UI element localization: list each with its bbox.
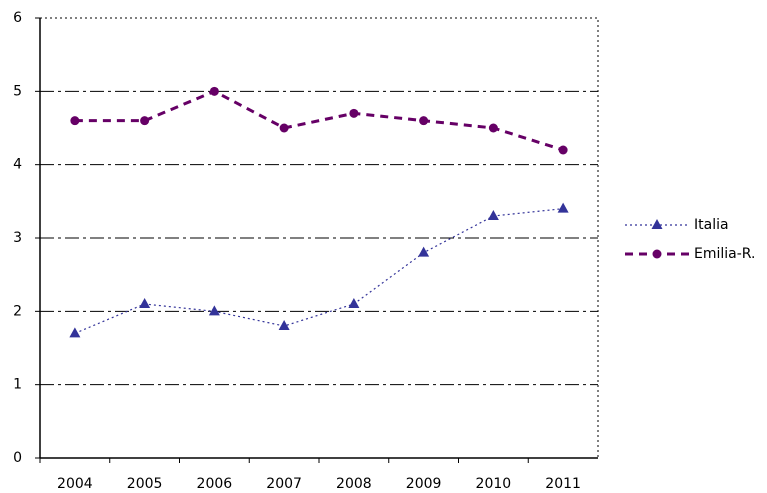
series-line	[74, 208, 564, 334]
data-point	[140, 116, 150, 126]
y-tick-label: 0	[13, 450, 22, 466]
legend-marker	[652, 249, 662, 259]
legend-marker	[651, 219, 663, 229]
data-point	[209, 86, 219, 96]
legend-label: Italia	[694, 217, 729, 233]
data-point	[348, 298, 360, 308]
data-point	[349, 108, 359, 118]
x-tick-label: 2009	[406, 476, 442, 492]
data-point	[279, 123, 289, 133]
data-point	[557, 202, 569, 213]
data-point	[558, 145, 568, 155]
data-point	[139, 298, 151, 308]
data-point	[487, 210, 499, 220]
x-tick-label: 2011	[545, 476, 581, 492]
y-tick-label: 1	[13, 377, 22, 393]
data-point	[69, 327, 81, 338]
x-tick-label: 2005	[127, 476, 163, 492]
data-point	[278, 320, 290, 330]
x-tick-label: 2010	[476, 476, 512, 492]
y-tick-label: 2	[13, 303, 22, 319]
data-point	[488, 123, 498, 133]
legend-label: Emilia-R.	[694, 246, 755, 262]
x-tick-label: 2006	[197, 476, 233, 492]
data-point	[419, 116, 429, 126]
data-point	[418, 246, 430, 257]
x-tick-label: 2004	[57, 476, 93, 492]
x-tick-label: 2008	[336, 476, 372, 492]
data-point	[70, 116, 80, 126]
y-tick-label: 4	[13, 157, 22, 173]
y-tick-label: 6	[13, 10, 22, 26]
series-line	[74, 89, 564, 152]
data-point	[208, 305, 220, 316]
y-tick-label: 3	[13, 230, 22, 246]
x-tick-label: 2007	[266, 476, 302, 492]
y-tick-label: 5	[13, 83, 22, 99]
